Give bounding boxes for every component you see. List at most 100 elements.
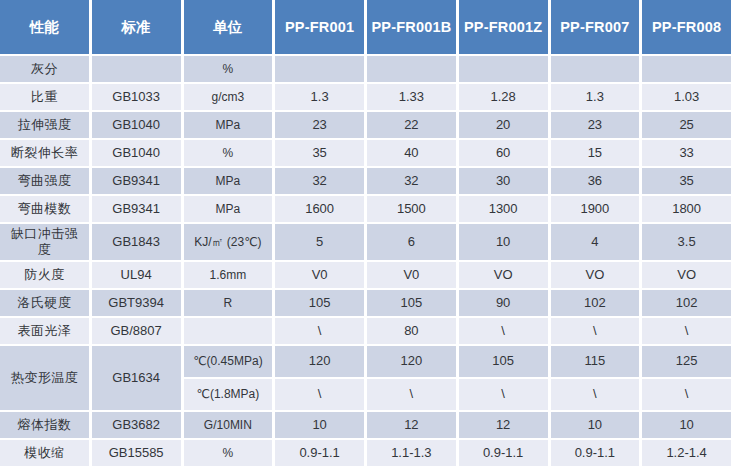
column-header: PP-FR001 xyxy=(275,0,364,54)
column-header: 标准 xyxy=(92,0,181,54)
table-row: 灰分% xyxy=(0,56,731,82)
standard-cell: GB1033 xyxy=(92,84,181,110)
pp-fr-spec-table: 性能标准单位PP-FR001PP-FR001BPP-FR001ZPP-FR007… xyxy=(0,0,731,466)
value-cell: 120 xyxy=(367,346,456,377)
standard-cell: GB/8807 xyxy=(92,318,181,344)
table-row: 熔体指数GB3682G/10MIN1012121010 xyxy=(0,412,731,438)
property-cell: 比重 xyxy=(0,84,89,110)
value-cell: \ xyxy=(459,318,548,344)
value-cell: 105 xyxy=(459,346,548,377)
value-cell: 20 xyxy=(459,112,548,138)
value-cell: 125 xyxy=(642,346,731,377)
table-row: 弯曲强度GB9341MPa3232303635 xyxy=(0,168,731,194)
value-cell: \ xyxy=(275,379,364,410)
value-cell: 22 xyxy=(367,112,456,138)
standard-cell: UL94 xyxy=(92,262,181,288)
value-cell: 33 xyxy=(642,140,731,166)
unit-cell: ℃(1.8MPa) xyxy=(184,379,273,410)
property-cell: 熔体指数 xyxy=(0,412,89,438)
standard-cell: GB3682 xyxy=(92,412,181,438)
value-cell: 10 xyxy=(642,412,731,438)
value-cell: 1800 xyxy=(642,196,731,222)
value-cell: 0.9-1.1 xyxy=(275,440,364,466)
value-cell: 1300 xyxy=(459,196,548,222)
table-row: 洛氏硬度GBT9394R10510590102102 xyxy=(0,290,731,316)
value-cell: 1.3 xyxy=(551,84,640,110)
value-cell xyxy=(551,56,640,82)
value-cell: 1.1-1.3 xyxy=(367,440,456,466)
value-cell: 23 xyxy=(551,112,640,138)
column-header: 性能 xyxy=(0,0,89,54)
standard-cell: GB1040 xyxy=(92,112,181,138)
unit-cell: % xyxy=(184,140,273,166)
property-cell: 模收缩 xyxy=(0,440,89,466)
unit-cell: MPa xyxy=(184,112,273,138)
value-cell: 1.3 xyxy=(275,84,364,110)
table-row: 弯曲模数GB9341MPa16001500130019001800 xyxy=(0,196,731,222)
header-row: 性能标准单位PP-FR001PP-FR001BPP-FR001ZPP-FR007… xyxy=(0,0,731,54)
value-cell: 102 xyxy=(551,290,640,316)
value-cell: \ xyxy=(642,318,731,344)
spec-table-viewport: 性能标准单位PP-FR001PP-FR001BPP-FR001ZPP-FR007… xyxy=(0,0,731,466)
property-cell: 断裂伸长率 xyxy=(0,140,89,166)
value-cell: 12 xyxy=(459,412,548,438)
unit-cell: 1.6mm xyxy=(184,262,273,288)
table-row: 防火度UL941.6mmV0V0VOVOVO xyxy=(0,262,731,288)
value-cell xyxy=(275,56,364,82)
value-cell: 32 xyxy=(275,168,364,194)
value-cell: VO xyxy=(459,262,548,288)
value-cell: 1500 xyxy=(367,196,456,222)
value-cell: 4 xyxy=(551,224,640,260)
value-cell xyxy=(459,56,548,82)
value-cell: 0.9-1.1 xyxy=(551,440,640,466)
standard-cell: GB1634 xyxy=(92,346,181,410)
unit-cell: R xyxy=(184,290,273,316)
value-cell: 105 xyxy=(275,290,364,316)
standard-cell: GB9341 xyxy=(92,168,181,194)
value-cell: 80 xyxy=(367,318,456,344)
value-cell: 10 xyxy=(551,412,640,438)
unit-cell: KJ/㎡ (23℃) xyxy=(184,224,273,260)
property-cell: 拉伸强度 xyxy=(0,112,89,138)
standard-cell: GB15585 xyxy=(92,440,181,466)
table-row: 热变形温度GB1634℃(0.45MPa)120120105115125 xyxy=(0,346,731,377)
value-cell: 1600 xyxy=(275,196,364,222)
value-cell: \ xyxy=(551,318,640,344)
value-cell: 60 xyxy=(459,140,548,166)
value-cell: 105 xyxy=(367,290,456,316)
value-cell: 1.2-1.4 xyxy=(642,440,731,466)
table-row: 表面光泽GB/8807\80\\\ xyxy=(0,318,731,344)
unit-cell: G/10MIN xyxy=(184,412,273,438)
property-cell: 弯曲模数 xyxy=(0,196,89,222)
value-cell: 0.9-1.1 xyxy=(459,440,548,466)
value-cell: 40 xyxy=(367,140,456,166)
value-cell: 10 xyxy=(275,412,364,438)
property-cell: 洛氏硬度 xyxy=(0,290,89,316)
value-cell: 30 xyxy=(459,168,548,194)
standard-cell: GBT9394 xyxy=(92,290,181,316)
property-cell: 缺口冲击强度 xyxy=(0,224,89,260)
value-cell: \ xyxy=(275,318,364,344)
value-cell: \ xyxy=(367,379,456,410)
table-header: 性能标准单位PP-FR001PP-FR001BPP-FR001ZPP-FR007… xyxy=(0,0,731,54)
table-row: 缺口冲击强度GB1843KJ/㎡ (23℃)561043.5 xyxy=(0,224,731,260)
standard-cell: GB1843 xyxy=(92,224,181,260)
column-header: PP-FR007 xyxy=(551,0,640,54)
standard-cell: GB1040 xyxy=(92,140,181,166)
value-cell: \ xyxy=(551,379,640,410)
standard-cell xyxy=(92,56,181,82)
value-cell: 23 xyxy=(275,112,364,138)
value-cell: 102 xyxy=(642,290,731,316)
value-cell xyxy=(367,56,456,82)
value-cell: 10 xyxy=(459,224,548,260)
value-cell: \ xyxy=(459,379,548,410)
value-cell: 5 xyxy=(275,224,364,260)
column-header: PP-FR008 xyxy=(642,0,731,54)
value-cell: 25 xyxy=(642,112,731,138)
value-cell: 3.5 xyxy=(642,224,731,260)
value-cell: VO xyxy=(551,262,640,288)
unit-cell: g/cm3 xyxy=(184,84,273,110)
property-cell: 表面光泽 xyxy=(0,318,89,344)
value-cell: 36 xyxy=(551,168,640,194)
value-cell: 90 xyxy=(459,290,548,316)
